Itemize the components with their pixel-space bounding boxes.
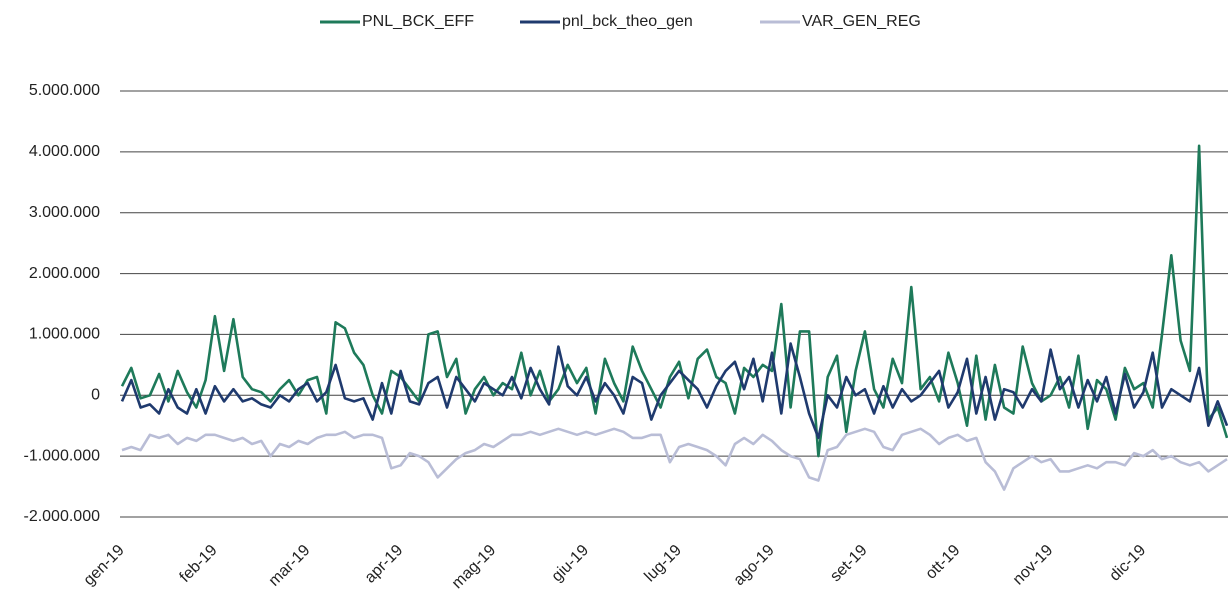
x-tick-label: mar-19 [266,542,314,590]
x-tick-label: lug-19 [641,542,685,586]
x-tick-label: gen-19 [81,542,128,589]
y-tick-label: 3.000.000 [29,204,100,221]
y-tick-label: 0 [91,387,100,404]
y-tick-label: 5.000.000 [29,82,100,99]
y-tick-label: 4.000.000 [29,143,100,160]
legend-label: PNL_BCK_EFF [362,13,474,30]
x-tick-label: mag-19 [449,542,499,591]
x-tick-label: dic-19 [1106,542,1149,585]
legend-label: VAR_GEN_REG [802,13,921,30]
x-tick-label: set-19 [827,542,871,586]
y-tick-label: -2.000.000 [23,508,100,525]
y-tick-label: 2.000.000 [29,265,100,282]
x-tick-label: apr-19 [362,542,407,587]
x-tick-label: ago-19 [731,542,778,589]
y-tick-label: 1.000.000 [29,326,100,343]
x-tick-label: giu-19 [549,542,593,586]
y-tick-label: -1.000.000 [23,447,100,464]
x-tick-label: feb-19 [177,542,221,586]
series-line [121,427,1228,491]
x-tick-label: nov-19 [1010,542,1057,589]
series-line [120,144,1228,458]
x-tick-label: ott-19 [923,542,964,583]
series-line [120,342,1228,440]
legend-label: pnl_bck_theo_gen [562,13,693,30]
